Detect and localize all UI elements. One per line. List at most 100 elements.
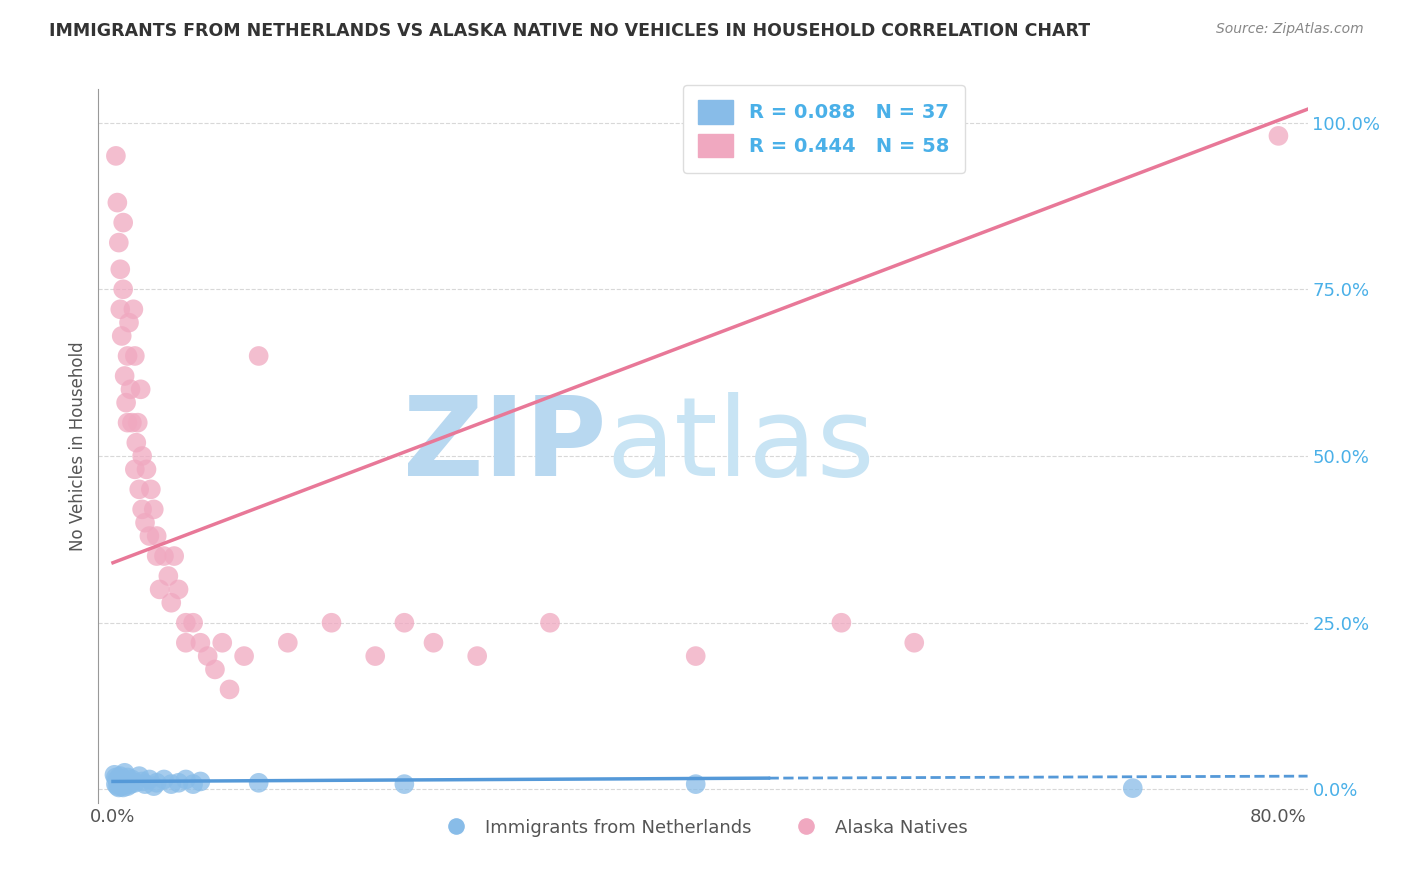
Point <box>121 772 143 787</box>
Point <box>111 779 134 793</box>
Text: atlas: atlas <box>606 392 875 500</box>
Point <box>104 149 127 163</box>
Point <box>211 636 233 650</box>
Point <box>103 768 125 782</box>
Point <box>153 549 176 563</box>
Point <box>117 349 139 363</box>
Point <box>131 502 153 516</box>
Point <box>128 769 150 783</box>
Point <box>128 483 150 497</box>
Point <box>160 777 183 791</box>
Point <box>108 235 131 250</box>
Text: Source: ZipAtlas.com: Source: ZipAtlas.com <box>1216 22 1364 37</box>
Point <box>157 569 180 583</box>
Point <box>138 772 160 787</box>
Point <box>830 615 852 630</box>
Point <box>134 516 156 530</box>
Point <box>112 776 135 790</box>
Point <box>129 382 152 396</box>
Point <box>422 636 444 650</box>
Point <box>538 615 561 630</box>
Point <box>114 765 136 780</box>
Point <box>110 262 132 277</box>
Y-axis label: No Vehicles in Household: No Vehicles in Household <box>69 341 87 551</box>
Point <box>104 777 127 791</box>
Point <box>465 649 488 664</box>
Point <box>112 282 135 296</box>
Point <box>167 582 190 597</box>
Point <box>117 779 139 793</box>
Point <box>105 772 128 787</box>
Point <box>131 449 153 463</box>
Point <box>112 780 135 795</box>
Point <box>104 771 127 785</box>
Point <box>903 636 925 650</box>
Point <box>124 349 146 363</box>
Point <box>118 316 141 330</box>
Point <box>114 368 136 383</box>
Point <box>120 777 142 791</box>
Point <box>124 776 146 790</box>
Point <box>120 382 142 396</box>
Point <box>174 772 197 787</box>
Point <box>394 615 416 630</box>
Point <box>247 776 270 790</box>
Point <box>247 349 270 363</box>
Point <box>685 649 707 664</box>
Point <box>149 582 172 597</box>
Point <box>115 395 138 409</box>
Point <box>1267 128 1289 143</box>
Point <box>117 416 139 430</box>
Point <box>174 615 197 630</box>
Point <box>145 549 167 563</box>
Point <box>121 416 143 430</box>
Point <box>110 769 132 783</box>
Point <box>125 435 148 450</box>
Point <box>197 649 219 664</box>
Point <box>1122 781 1144 796</box>
Point <box>111 329 134 343</box>
Text: IMMIGRANTS FROM NETHERLANDS VS ALASKA NATIVE NO VEHICLES IN HOUSEHOLD CORRELATIO: IMMIGRANTS FROM NETHERLANDS VS ALASKA NA… <box>49 22 1090 40</box>
Point <box>122 302 145 317</box>
Point <box>277 636 299 650</box>
Point <box>204 662 226 676</box>
Point <box>108 774 131 789</box>
Point <box>105 779 128 793</box>
Point <box>108 780 131 795</box>
Point <box>145 529 167 543</box>
Point <box>139 483 162 497</box>
Point <box>181 777 204 791</box>
Point <box>112 216 135 230</box>
Point <box>153 772 176 787</box>
Legend: Immigrants from Netherlands, Alaska Natives: Immigrants from Netherlands, Alaska Nati… <box>432 812 974 844</box>
Point <box>163 549 186 563</box>
Point <box>138 529 160 543</box>
Point <box>160 596 183 610</box>
Point <box>142 779 165 793</box>
Point <box>181 615 204 630</box>
Point <box>110 302 132 317</box>
Point <box>127 416 149 430</box>
Point <box>233 649 256 664</box>
Point <box>218 682 240 697</box>
Point <box>145 776 167 790</box>
Point <box>124 462 146 476</box>
Point <box>394 777 416 791</box>
Point <box>190 636 212 650</box>
Point <box>685 777 707 791</box>
Point <box>142 502 165 516</box>
Point <box>321 615 343 630</box>
Point <box>135 462 157 476</box>
Point <box>190 774 212 789</box>
Point <box>114 777 136 791</box>
Point <box>115 774 138 789</box>
Point <box>174 636 197 650</box>
Point <box>364 649 387 664</box>
Text: ZIP: ZIP <box>404 392 606 500</box>
Point <box>131 774 153 789</box>
Point <box>110 778 132 792</box>
Point <box>117 771 139 785</box>
Point <box>167 776 190 790</box>
Point <box>105 195 128 210</box>
Point <box>134 777 156 791</box>
